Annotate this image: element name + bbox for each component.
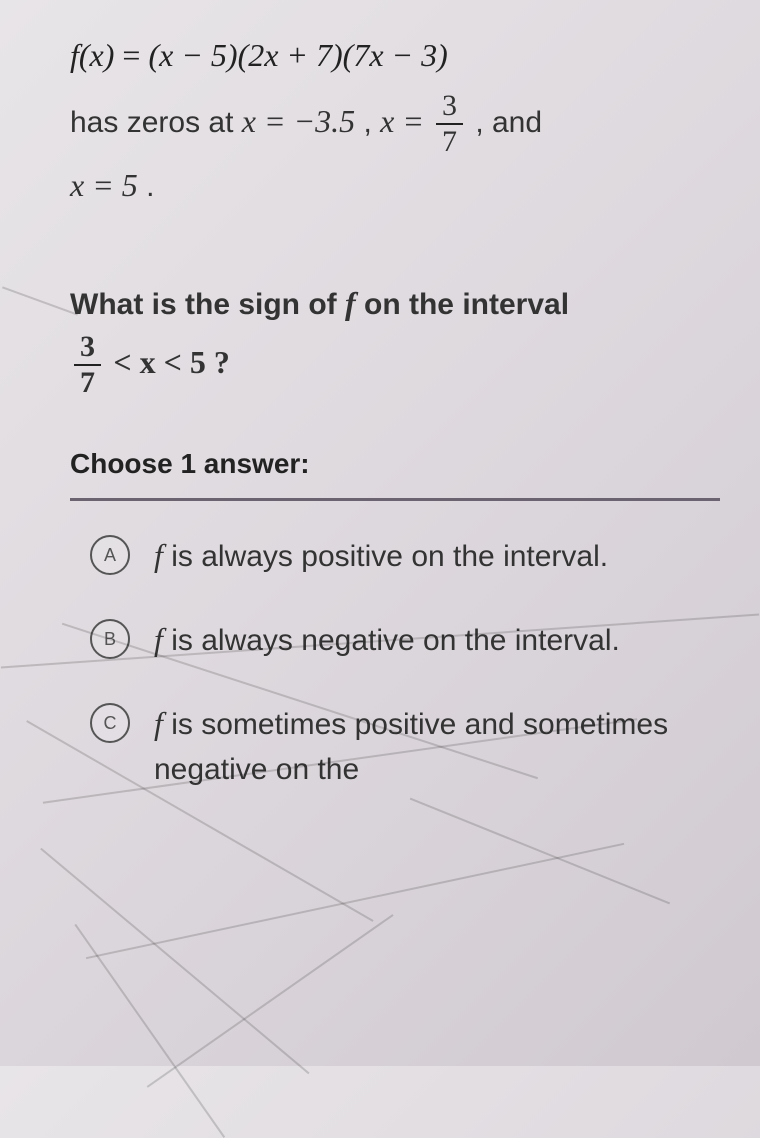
choice-a-f: f bbox=[154, 537, 163, 573]
fn-lhs: f(x) bbox=[70, 37, 114, 73]
choice-c-body: is sometimes positive and sometimes nega… bbox=[154, 708, 668, 786]
choice-b-f: f bbox=[154, 621, 163, 657]
zero-2-lhs: x = bbox=[380, 103, 432, 139]
interval-den: 7 bbox=[74, 366, 101, 398]
radio-c-letter: C bbox=[104, 713, 117, 734]
question-line-2: 3 7 < x < 5 ? bbox=[70, 332, 720, 398]
choice-a-text: f is always positive on the interval. bbox=[154, 531, 608, 579]
choice-c-f: f bbox=[154, 705, 163, 741]
choice-c-text: f is sometimes positive and sometimes ne… bbox=[154, 699, 720, 792]
interval-relation: < x < 5 ? bbox=[113, 344, 229, 380]
frac-den: 7 bbox=[436, 125, 463, 157]
choice-b[interactable]: B f is always negative on the interval. bbox=[70, 615, 720, 663]
radio-a-letter: A bbox=[104, 545, 116, 566]
zeros-line-2: x = 5 . bbox=[70, 157, 720, 215]
question-suffix: on the interval bbox=[364, 288, 569, 321]
question-line-1: What is the sign of f on the interval bbox=[70, 275, 720, 333]
radio-b[interactable]: B bbox=[90, 619, 130, 659]
zeros-sep: , bbox=[364, 106, 381, 139]
zeros-prefix: has zeros at bbox=[70, 106, 242, 139]
question-f: f bbox=[345, 285, 356, 321]
function-definition: f(x) = (x − 5)(2x + 7)(7x − 3) bbox=[70, 30, 720, 81]
choose-label: Choose 1 answer: bbox=[70, 448, 720, 480]
frac-num: 3 bbox=[436, 91, 463, 125]
choice-a-body: is always positive on the interval. bbox=[171, 540, 608, 573]
fn-rhs: (x − 5)(2x + 7)(7x − 3) bbox=[148, 37, 447, 73]
zero-3: x = 5 bbox=[70, 167, 138, 203]
period: . bbox=[146, 170, 154, 203]
zeros-and: , and bbox=[475, 106, 542, 139]
question-prefix: What is the sign of bbox=[70, 288, 345, 321]
radio-c[interactable]: C bbox=[90, 703, 130, 743]
answers-divider bbox=[70, 498, 720, 501]
choice-b-text: f is always negative on the interval. bbox=[154, 615, 620, 663]
zero-1: x = −3.5 bbox=[242, 103, 355, 139]
radio-a[interactable]: A bbox=[90, 535, 130, 575]
choice-b-body: is always negative on the interval. bbox=[171, 624, 620, 657]
choice-a[interactable]: A f is always positive on the interval. bbox=[70, 531, 720, 579]
radio-b-letter: B bbox=[104, 629, 116, 650]
zero-2-fraction: 3 7 bbox=[436, 91, 463, 157]
choice-c[interactable]: C f is sometimes positive and sometimes … bbox=[70, 699, 720, 792]
zeros-line-1: has zeros at x = −3.5 , x = 3 7 , and bbox=[70, 91, 720, 157]
interval-num: 3 bbox=[74, 332, 101, 366]
interval-fraction: 3 7 bbox=[74, 332, 101, 398]
